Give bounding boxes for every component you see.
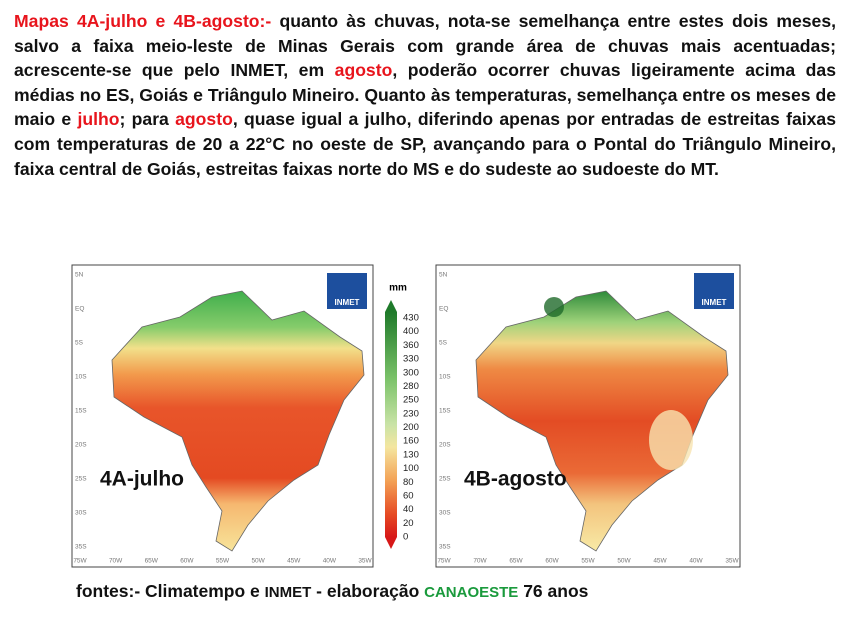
lat-label: 35S: [75, 544, 87, 551]
text-run: ; para: [119, 109, 176, 130]
text-run: fontes:- Climatempo e: [76, 581, 265, 601]
lat-label: 20S: [75, 442, 87, 449]
lon-label: 55W: [216, 558, 230, 565]
lon-label: 65W: [145, 558, 159, 565]
lon-label: 65W: [509, 558, 523, 565]
lon-label: 35W: [725, 558, 739, 565]
legend-label: 0: [403, 532, 408, 543]
lon-label: 50W: [617, 558, 631, 565]
text-run: CANAOESTE: [424, 584, 519, 601]
lat-label: 5N: [75, 272, 84, 279]
lat-label: 25S: [75, 476, 87, 483]
lat-label: 10S: [439, 374, 451, 381]
map-label: 4A-julho: [100, 468, 184, 491]
lat-label: 20S: [439, 442, 451, 449]
legend-label: 430: [403, 313, 419, 324]
text-run: agosto: [175, 109, 233, 130]
legend-cap: [385, 537, 397, 549]
logo-text: INMET: [702, 298, 727, 307]
legend-cap: [385, 300, 397, 312]
legend-bar: [385, 312, 397, 537]
legend-label: 60: [403, 490, 414, 501]
lat-label: 15S: [439, 408, 451, 415]
legend-label: 360: [403, 340, 419, 351]
text-run: - elaboração: [311, 581, 425, 601]
lat-label: 5S: [75, 340, 84, 347]
lon-label: 70W: [473, 558, 487, 565]
legend-label: 330: [403, 354, 419, 365]
lat-label: 25S: [439, 476, 451, 483]
text-run: , quase igual a julho, diferindo apenas …: [14, 109, 836, 179]
lon-label: 75W: [437, 558, 451, 565]
rain-area: [649, 410, 693, 470]
lat-label: 30S: [75, 510, 87, 517]
legend-label: 400: [403, 326, 419, 337]
lon-label: 45W: [287, 558, 301, 565]
lon-label: 45W: [653, 558, 667, 565]
legend-label: 80: [403, 477, 414, 488]
legend-label: 100: [403, 463, 419, 474]
text-run: julho: [77, 109, 120, 130]
legend-label: 200: [403, 422, 419, 433]
lat-label: 5S: [439, 340, 448, 347]
legend-label: 250: [403, 395, 419, 406]
legend: mm 4304003603303002802502302001601301008…: [385, 283, 419, 549]
legend-label: 40: [403, 504, 414, 515]
legend-label: 230: [403, 408, 419, 419]
lon-label: 75W: [73, 558, 87, 565]
legend-label: 160: [403, 436, 419, 447]
lon-label: 60W: [180, 558, 194, 565]
text-run: Mapas 4A-julho e 4B-agosto:-: [14, 11, 272, 31]
lat-label: 15S: [75, 408, 87, 415]
lon-label: 55W: [581, 558, 595, 565]
lon-label: 70W: [109, 558, 123, 565]
lon-label: 40W: [323, 558, 337, 565]
lat-label: 10S: [75, 374, 87, 381]
lat-label: EQ: [439, 306, 448, 313]
text-run: quanto às chuvas, nota-se semelhança ent…: [14, 11, 836, 81]
maps-figure: 4A-julho INMET 5N EQ 5S 10S 15S 20S 25S 30S 35S 75W…: [71, 264, 741, 568]
lat-label: 30S: [439, 510, 451, 517]
legend-unit: mm: [389, 283, 407, 294]
legend-label: 280: [403, 381, 419, 392]
map-4a: 4A-julho INMET 5N EQ 5S 10S 15S 20S 25S 30S 35S 75W…: [71, 264, 374, 568]
lon-label: 40W: [689, 558, 703, 565]
text-run: 76 anos: [518, 581, 589, 601]
lon-label: 35W: [358, 558, 372, 565]
logo-text: INMET: [335, 298, 360, 307]
legend-label: 300: [403, 367, 419, 378]
rain-area: [544, 297, 564, 317]
legend-label: 20: [403, 518, 414, 529]
lon-label: 60W: [545, 558, 559, 565]
text-run: , poderão ocorrer chuvas ligeiramente ac…: [14, 60, 836, 130]
lat-label: 35S: [439, 544, 451, 551]
lat-label: EQ: [75, 306, 84, 313]
logo-box: [327, 273, 367, 309]
text-run: agosto: [334, 60, 393, 81]
map-label: 4B-agosto: [464, 468, 567, 491]
description: Mapas 4A-julho e 4B-agosto:- quanto às c…: [14, 9, 836, 181]
legend-label: 130: [403, 449, 419, 460]
lon-label: 50W: [251, 558, 265, 565]
text-run: INMET: [264, 584, 312, 601]
map-4b: 4B-agosto INMET 5N EQ 5S 10S 15S 20S 25S 30S 35S 75…: [435, 264, 741, 568]
sources: fontes:- Climatempo e INMET - elaboração…: [76, 581, 588, 602]
logo-box: [694, 273, 734, 309]
lat-label: 5N: [439, 272, 448, 279]
